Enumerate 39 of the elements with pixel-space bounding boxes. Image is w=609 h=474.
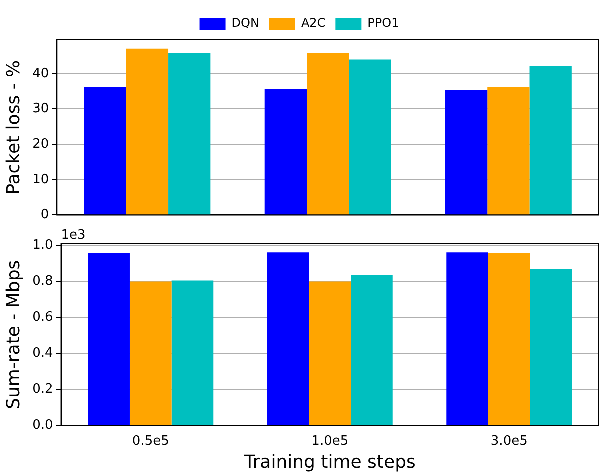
bar [530,269,572,426]
legend-label: PPO1 [368,16,400,30]
bar [264,89,307,215]
bar [445,90,488,215]
y-tick-label: 0.2 [32,382,54,398]
bar [488,87,530,215]
bar [126,48,169,215]
bar [309,282,352,426]
y-tick-label: 0.8 [32,274,54,290]
y-tick-label: 30 [32,102,50,117]
text: 1e3 [61,228,86,243]
y-axis-title: Packet loss - % [3,60,24,195]
y-tick-label: 1.0 [32,238,54,254]
x-tick-label: 0.5e5 [132,434,170,449]
bar [351,276,393,426]
bar [168,53,211,215]
bar [307,53,350,215]
bar [84,87,126,215]
y-tick-label: 0.4 [32,346,54,362]
y-tick-label: 40 [32,66,50,82]
bar [488,253,530,426]
x-axis-title: Training time steps [243,452,416,473]
bar [446,252,488,426]
bar [267,252,310,426]
y-axis-title: Sum-rate - Mbps [3,260,24,410]
bar [530,66,572,215]
legend-label: A2C [301,16,326,30]
y-tick-label: 20 [32,136,50,152]
legend-label: DQN [232,16,260,30]
bar [88,253,130,426]
y-tick-label: 10 [32,172,50,188]
bar [130,282,172,426]
y-tick-label: 0.6 [32,310,54,326]
bar [349,60,392,215]
y-tick-label: 0.0 [32,418,54,434]
x-tick-label: 1.0e5 [312,434,349,449]
x-tick-label: 3.0e5 [490,434,528,449]
bar [172,280,214,426]
y-tick-label: 0 [40,208,50,223]
